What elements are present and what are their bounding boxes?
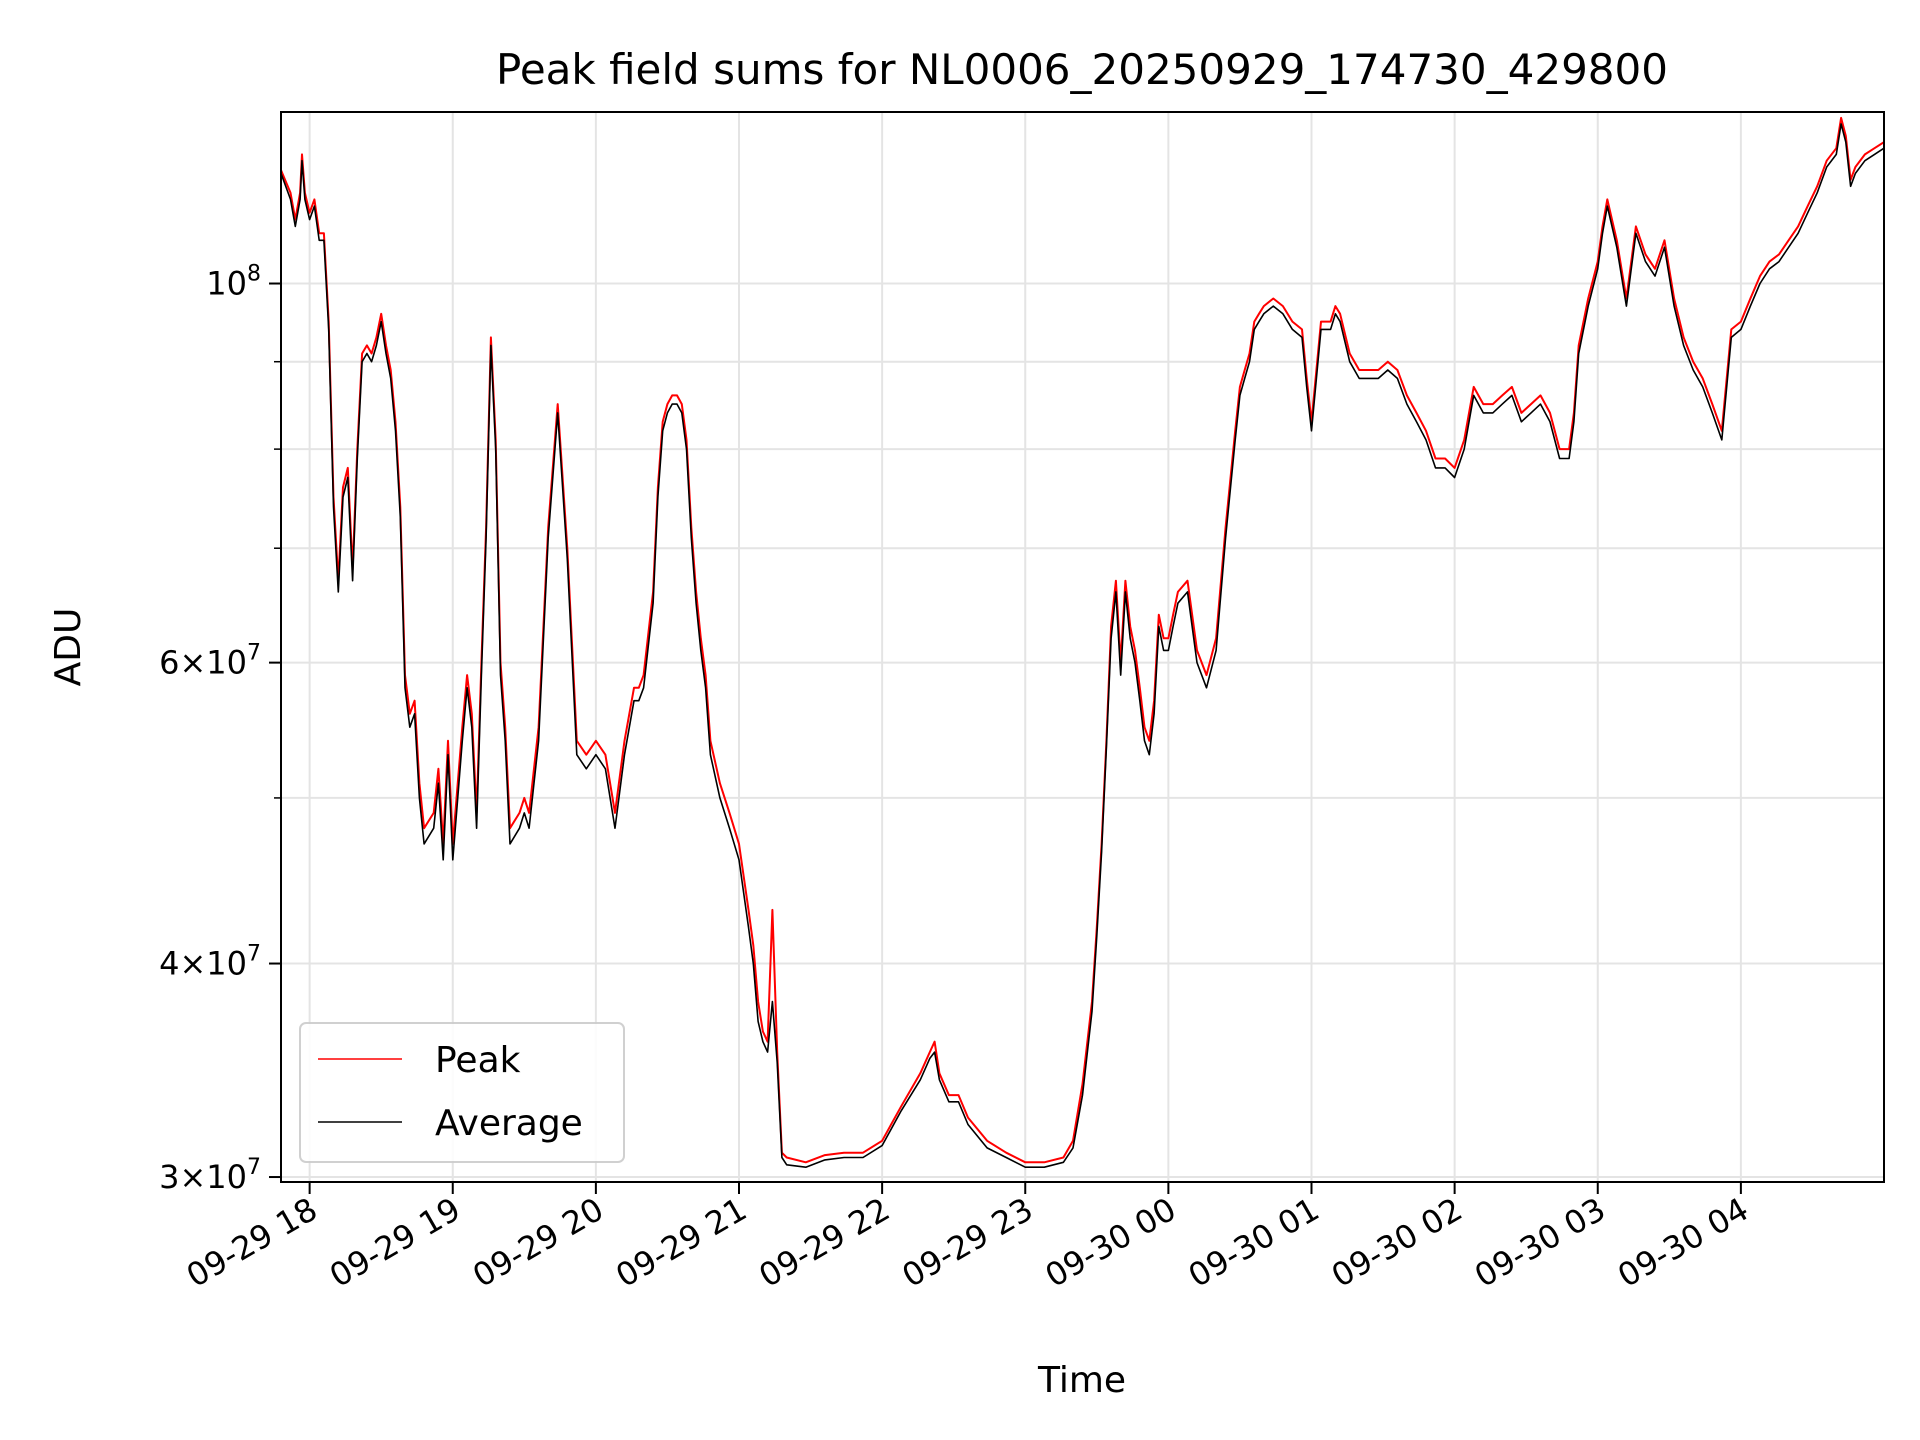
legend: Peak Average bbox=[299, 1022, 625, 1163]
y-tick-label: 4×107 bbox=[159, 942, 261, 983]
y-tick-label: 108 bbox=[206, 262, 261, 303]
y-tick-label: 3×107 bbox=[159, 1155, 261, 1196]
chart-title: Peak field sums for NL0006_20250929_1747… bbox=[496, 45, 1668, 94]
plot-lines bbox=[280, 116, 1885, 1168]
legend-box bbox=[299, 1022, 625, 1163]
plot-frame bbox=[280, 111, 1885, 1183]
y-tick-label: 6×107 bbox=[159, 641, 261, 682]
legend-label-peak: Peak bbox=[435, 1040, 521, 1081]
grid bbox=[281, 112, 1884, 1182]
legend-label-average: Average bbox=[435, 1103, 583, 1144]
series-line-average bbox=[280, 123, 1885, 1168]
x-axis-label: Time bbox=[1037, 1360, 1126, 1401]
y-axis: 3×107 4×107 6×107 108 bbox=[159, 262, 281, 1196]
y-axis-label: ADU bbox=[48, 608, 89, 687]
